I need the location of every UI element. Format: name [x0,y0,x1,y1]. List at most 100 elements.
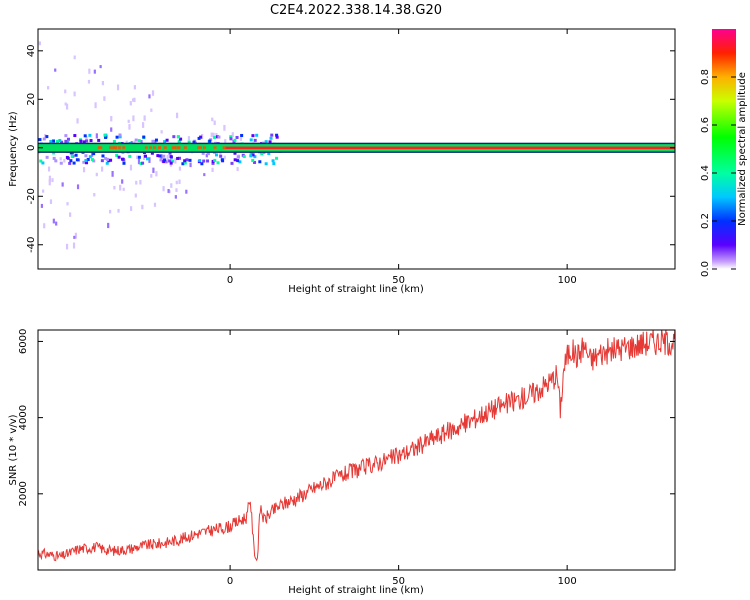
blob-cell [178,139,182,143]
blob-cell [83,134,87,138]
blob-cell [181,162,185,166]
blob-cell [88,133,92,137]
blob-cell [240,133,244,137]
noise-cell [136,155,139,160]
blob-cell [213,135,217,139]
blob-cell [211,161,215,165]
noise-cell [40,203,44,208]
blob-cell [237,155,241,159]
blob-cell [198,159,202,163]
blob-cell [172,135,176,139]
blob-cell [156,154,160,158]
blob-cell [251,134,255,138]
blob-cell [163,140,167,144]
blob-cell [187,140,191,144]
blob-cell [105,157,109,161]
band-core [223,146,676,149]
blob-cell [201,151,205,155]
noise-cell [137,158,141,165]
blob-cell [79,139,83,143]
noise-cell [213,120,216,126]
blob-cell [101,154,105,158]
noise-cell [170,183,173,188]
blob-cell [168,159,172,163]
blob-cell [54,159,58,163]
blob-cell [89,139,93,143]
blob-cell [270,133,274,137]
blob-cell [183,159,187,163]
noise-cell [187,136,191,141]
noise-cell [122,187,125,191]
blob-cell [233,158,237,162]
blob-cell [255,133,259,137]
noise-cell [87,79,91,84]
y-tick-label: 6000 [18,329,29,354]
blob-cell [264,140,268,144]
noise-cell [99,65,102,69]
blob-cell [233,151,237,155]
blob-cell [134,138,138,142]
noise-cell [128,124,131,130]
band-peak [117,146,121,149]
blob-cell [206,159,210,163]
blob-cell [145,157,149,161]
blob-cell [217,135,221,139]
x-tick-label: 50 [392,576,405,587]
blob-cell [84,158,88,162]
noise-cell [189,162,192,168]
y-tick-label: 2000 [18,481,29,506]
blob-cell [105,161,109,165]
spectrogram-x-label: Height of straight line (km) [288,284,424,295]
noise-cell [212,132,215,138]
blob-cell [192,140,196,144]
blob-cell [137,155,141,159]
colorbar-tick-label: 0.2 [700,213,711,229]
noise-cell [101,166,104,172]
blob-cell [275,156,279,160]
blob-cell [272,162,276,166]
blob-cell [197,136,201,140]
blob-cell [162,154,166,158]
blob-cell [253,155,257,159]
chart-title: C2E4.2022.338.14.38.G20 [270,3,442,18]
blob-cell [60,140,64,144]
y-tick-label: 0 [26,145,37,151]
noise-cell [73,235,76,239]
spectrogram-x-ticks: 0 50 100 [227,29,577,286]
noise-cell [239,137,243,141]
colorbar: 0.0 0.2 0.4 0.6 0.8 Normalized spectral ampl… [700,29,748,277]
noise-cell [133,97,136,103]
band-peak [176,146,180,149]
noise-cell [93,69,96,74]
band-peak [158,146,162,149]
blob-cell [128,154,132,158]
blob-cell [137,139,141,143]
blob-cell [179,137,183,141]
blob-cell [177,156,181,160]
noise-cell [54,68,57,72]
noise-cell [140,140,143,144]
noise-cell [166,154,169,161]
noise-cell [101,81,105,86]
band-peak [112,146,116,149]
noise-cell [132,98,135,102]
noise-cell [141,122,145,128]
noise-cell [63,158,66,163]
noise-cell [175,180,178,185]
blob-cell [168,151,172,155]
band-peak [199,146,203,149]
noise-cell [154,140,157,145]
blob-cell [202,159,206,163]
blob-cell [269,136,273,140]
noise-cell [135,180,138,185]
band-peak [149,146,153,149]
band-peak [173,146,177,149]
spectrogram-marks [38,41,676,250]
blob-cell [176,135,180,139]
band-peak [109,146,113,149]
blob-cell [219,154,223,158]
x-tick-label: 0 [227,576,233,587]
noise-cell [49,199,53,204]
blob-cell [66,140,70,144]
